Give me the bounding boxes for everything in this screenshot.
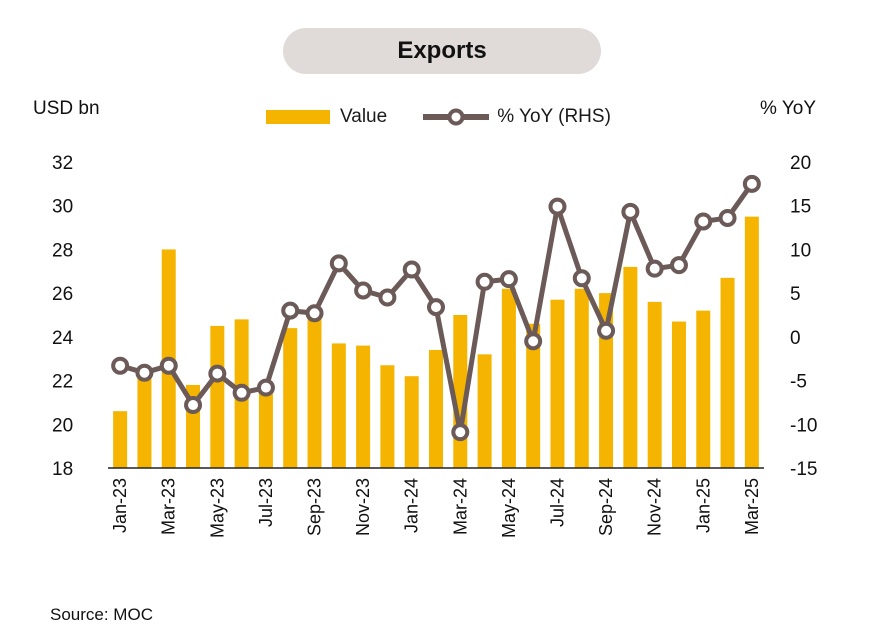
yoy-point-Mar-25: [742, 174, 761, 193]
bar-Nov-24: [647, 301, 662, 468]
bar-Jan-23: [113, 411, 128, 468]
yoy-point-Apr-24: [475, 272, 494, 291]
bar-Jan-24: [404, 376, 419, 468]
left-axis-unit: USD bn: [33, 98, 100, 119]
chart-title: Exports: [283, 28, 601, 74]
bar-Jul-24: [550, 299, 565, 468]
yoy-point-Aug-24: [572, 269, 591, 288]
y2-tick-label: 5: [790, 284, 801, 305]
right-axis-unit: % YoY: [760, 98, 816, 119]
yoy-point-Feb-24: [427, 298, 445, 317]
yoy-point-Jan-25: [694, 212, 713, 231]
bar-Oct-23: [331, 343, 346, 468]
bar-Nov-23: [356, 345, 371, 468]
y2-tick-label: 0: [790, 328, 801, 349]
x-tick-label: Mar-25: [742, 478, 762, 535]
bar-Feb-23: [137, 376, 152, 468]
yoy-point-Nov-23: [354, 281, 373, 300]
x-tick-label: Jan-24: [402, 478, 422, 533]
legend: Value % YoY (RHS): [266, 106, 611, 128]
yoy-point-Mar-24: [451, 423, 470, 442]
x-tick-label: May-24: [499, 478, 519, 538]
bar-Jan-25: [696, 310, 711, 468]
bar-Sep-23: [307, 315, 322, 468]
bar-Feb-24: [429, 349, 443, 468]
y-tick-label: 28: [52, 240, 73, 261]
bar-May-24: [501, 288, 516, 468]
legend-swatch-yoy: [423, 108, 490, 126]
yoy-point-Oct-23: [329, 254, 348, 273]
yoy-point-Sep-23: [305, 304, 324, 323]
yoy-point-Jul-24: [548, 197, 567, 216]
yoy-point-Feb-23: [135, 363, 154, 382]
y-tick-label: 24: [52, 328, 74, 349]
bar-Jun-24: [526, 323, 541, 468]
y2-tick-label: 10: [790, 240, 811, 261]
bar-Feb-25: [720, 277, 735, 468]
y2-tick-label: -10: [790, 415, 817, 436]
yoy-point-May-24: [499, 270, 518, 289]
bar-Mar-25: [744, 216, 759, 468]
x-tick-label: Sep-23: [305, 478, 325, 536]
yoy-point-Feb-25: [718, 208, 737, 227]
legend-label-value: Value: [340, 106, 388, 127]
y2-tick-label: -15: [790, 459, 817, 480]
yoy-point-Mar-23: [159, 356, 178, 375]
yoy-point-Jan-23: [111, 356, 130, 375]
y2-tick-label: 15: [790, 197, 811, 218]
y-tick-label: 26: [52, 284, 73, 305]
bar-Oct-24: [623, 266, 638, 468]
source-note: Source: MOC: [50, 605, 153, 624]
y-tick-label: 18: [52, 459, 73, 480]
bar-Dec-24: [671, 321, 686, 468]
x-tick-label: Jan-23: [110, 478, 130, 533]
y2-tick-label: -5: [790, 372, 807, 393]
legend-label-yoy: % YoY (RHS): [497, 106, 611, 127]
yoy-point-Jul-23: [256, 378, 275, 397]
bar-Jul-23: [258, 382, 273, 468]
x-tick-label: Jan-25: [693, 478, 713, 533]
bar-May-23: [210, 325, 225, 468]
yoy-point-Oct-24: [621, 202, 640, 221]
yoy-point-Apr-23: [184, 396, 203, 415]
x-tick-label: Jul-24: [547, 478, 567, 527]
legend-swatch-value: [266, 110, 330, 124]
yoy-point-Dec-24: [669, 256, 688, 275]
y2-tick-label: 20: [790, 153, 811, 174]
y-tick-label: 30: [52, 197, 73, 218]
yoy-point-Aug-23: [281, 301, 300, 320]
x-tick-label: Sep-24: [596, 478, 616, 536]
yoy-point-Jun-24: [524, 332, 543, 351]
yoy-point-Jun-23: [232, 383, 251, 402]
bar-Dec-23: [380, 365, 395, 468]
yoy-point-Nov-24: [645, 259, 664, 278]
x-tick-label: Nov-24: [645, 478, 665, 536]
x-tick-label: Mar-23: [159, 478, 179, 535]
bar-Aug-24: [574, 288, 589, 468]
x-tick-label: Mar-24: [450, 478, 470, 535]
y-tick-label: 20: [52, 415, 73, 436]
yoy-point-Sep-24: [597, 321, 616, 340]
yoy-point-Dec-23: [378, 288, 397, 307]
bar-Apr-24: [477, 354, 492, 468]
x-tick-label: Nov-23: [353, 478, 373, 536]
bar-Aug-23: [283, 328, 298, 468]
y-tick-label: 22: [52, 372, 73, 393]
x-tick-label: May-23: [207, 478, 227, 538]
yoy-point-May-23: [208, 364, 227, 383]
x-tick-label: Jul-23: [256, 478, 276, 527]
yoy-point-Jan-24: [402, 260, 421, 279]
y-tick-label: 32: [52, 153, 73, 174]
